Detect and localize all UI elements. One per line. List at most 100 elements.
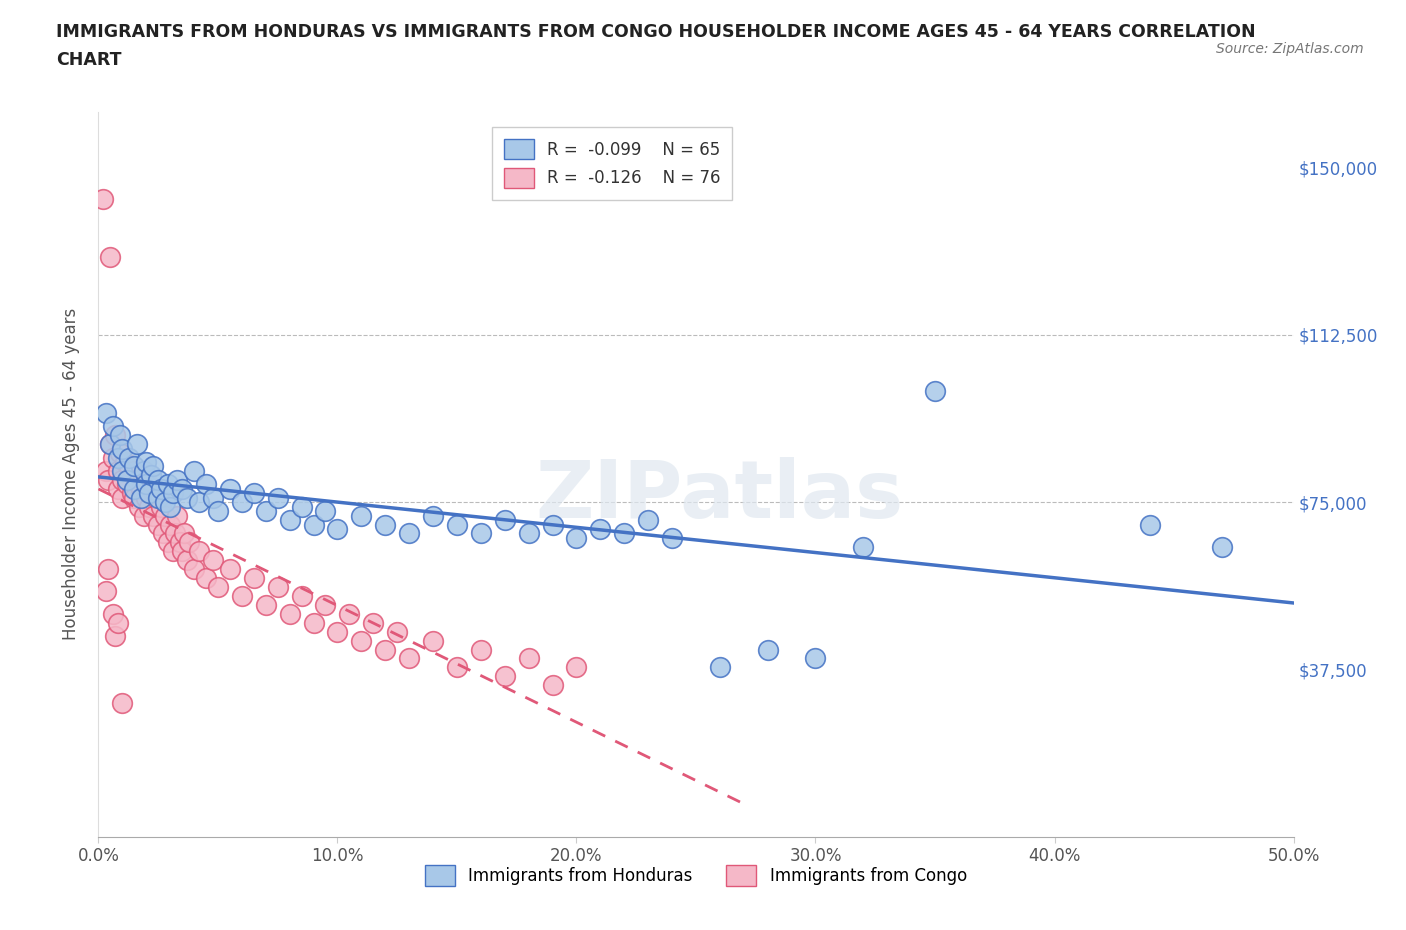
Point bbox=[104, 629, 127, 644]
Point bbox=[118, 450, 141, 465]
Point bbox=[173, 526, 195, 541]
Point bbox=[207, 504, 229, 519]
Point bbox=[350, 633, 373, 648]
Point bbox=[363, 616, 385, 631]
Point bbox=[98, 437, 122, 452]
Point bbox=[183, 463, 205, 478]
Y-axis label: Householder Income Ages 45 - 64 years: Householder Income Ages 45 - 64 years bbox=[62, 308, 80, 641]
Point bbox=[111, 472, 134, 487]
Point bbox=[183, 562, 205, 577]
Point bbox=[135, 455, 157, 470]
Text: Source: ZipAtlas.com: Source: ZipAtlas.com bbox=[1216, 42, 1364, 56]
Point bbox=[132, 508, 155, 523]
Point bbox=[98, 249, 122, 264]
Point bbox=[470, 642, 492, 657]
Point bbox=[142, 459, 165, 474]
Point bbox=[118, 459, 141, 474]
Point bbox=[202, 490, 225, 505]
Point bbox=[1211, 539, 1233, 554]
Point bbox=[350, 508, 373, 523]
Point bbox=[422, 508, 444, 523]
Point bbox=[231, 495, 253, 510]
Point bbox=[187, 544, 209, 559]
Point bbox=[125, 437, 148, 452]
Point bbox=[172, 482, 194, 497]
Point bbox=[374, 642, 396, 657]
Point bbox=[148, 490, 170, 505]
Point bbox=[131, 482, 153, 497]
Point bbox=[709, 660, 731, 675]
Point bbox=[101, 606, 124, 621]
Point bbox=[541, 517, 564, 532]
Point bbox=[326, 522, 349, 537]
Point bbox=[139, 468, 162, 483]
Point bbox=[159, 499, 181, 514]
Point bbox=[254, 504, 277, 519]
Point bbox=[219, 482, 242, 497]
Point bbox=[243, 571, 266, 586]
Legend: Immigrants from Honduras, Immigrants from Congo: Immigrants from Honduras, Immigrants fro… bbox=[416, 857, 976, 894]
Point bbox=[398, 651, 420, 666]
Point bbox=[111, 490, 134, 505]
Point bbox=[291, 499, 314, 514]
Point bbox=[108, 428, 131, 443]
Point bbox=[107, 463, 129, 478]
Point bbox=[267, 579, 290, 594]
Point bbox=[101, 450, 124, 465]
Point bbox=[517, 526, 540, 541]
Point bbox=[589, 522, 612, 537]
Point bbox=[278, 512, 301, 527]
Point bbox=[135, 472, 157, 487]
Point bbox=[243, 485, 266, 500]
Point bbox=[254, 597, 277, 612]
Point bbox=[94, 405, 117, 420]
Point bbox=[166, 508, 188, 523]
Point bbox=[107, 616, 129, 631]
Point bbox=[121, 485, 143, 500]
Point bbox=[162, 544, 184, 559]
Point bbox=[302, 616, 325, 631]
Point bbox=[195, 571, 218, 586]
Point bbox=[155, 495, 177, 510]
Point bbox=[104, 428, 127, 443]
Point bbox=[138, 499, 160, 514]
Point bbox=[565, 660, 588, 675]
Point bbox=[315, 504, 337, 519]
Point bbox=[339, 606, 361, 621]
Point bbox=[494, 512, 516, 527]
Point bbox=[156, 477, 179, 492]
Point bbox=[149, 499, 172, 514]
Point bbox=[132, 463, 155, 478]
Point bbox=[804, 651, 827, 666]
Point bbox=[163, 526, 186, 541]
Point bbox=[422, 633, 444, 648]
Point bbox=[108, 445, 131, 460]
Point bbox=[187, 495, 209, 510]
Point bbox=[135, 490, 157, 505]
Point bbox=[202, 552, 225, 567]
Point bbox=[139, 482, 162, 497]
Point bbox=[111, 696, 134, 711]
Point bbox=[291, 589, 314, 604]
Text: CHART: CHART bbox=[56, 51, 122, 69]
Point bbox=[613, 526, 636, 541]
Point bbox=[124, 463, 146, 478]
Point bbox=[446, 517, 468, 532]
Point bbox=[565, 530, 588, 545]
Point bbox=[302, 517, 325, 532]
Point bbox=[148, 472, 170, 487]
Point bbox=[94, 584, 117, 599]
Point bbox=[97, 472, 120, 487]
Point bbox=[1139, 517, 1161, 532]
Point bbox=[637, 512, 659, 527]
Point bbox=[756, 642, 779, 657]
Point bbox=[145, 490, 167, 505]
Point bbox=[852, 539, 875, 554]
Point bbox=[267, 490, 290, 505]
Point bbox=[115, 472, 138, 487]
Point bbox=[155, 508, 177, 523]
Point bbox=[195, 477, 218, 492]
Point bbox=[142, 508, 165, 523]
Point bbox=[107, 450, 129, 465]
Point bbox=[114, 455, 136, 470]
